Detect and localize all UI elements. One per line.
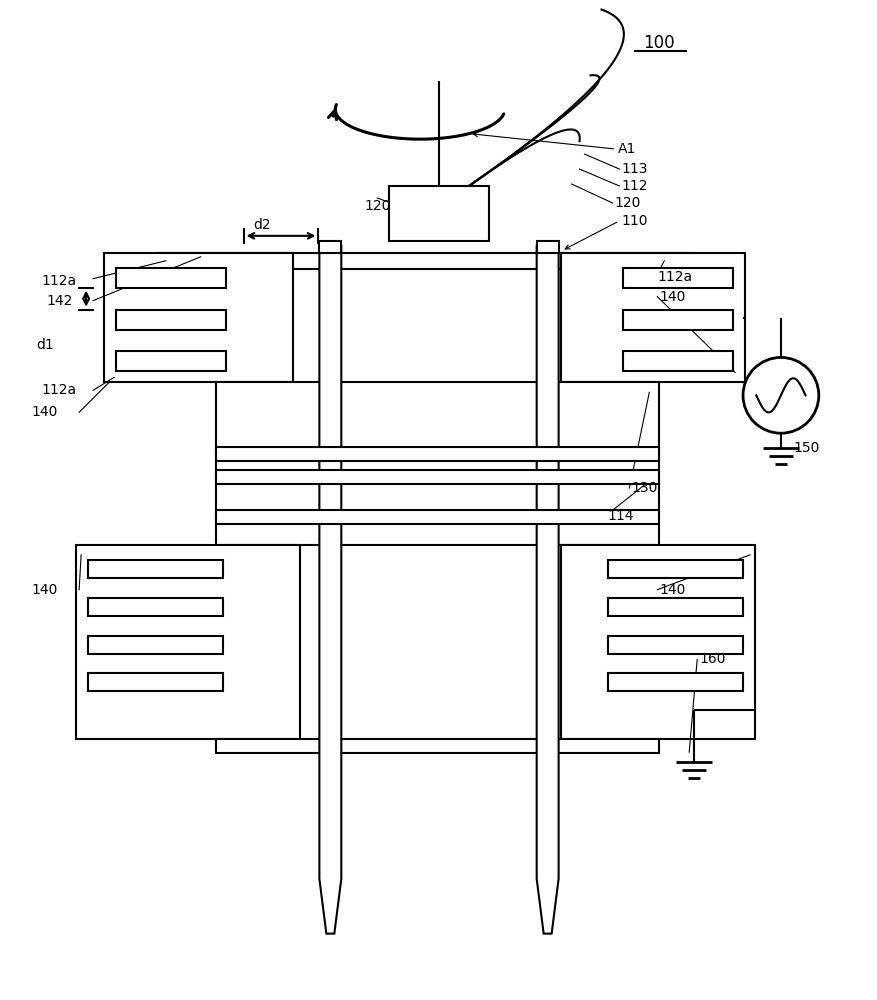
Bar <box>319 241 341 253</box>
Bar <box>389 186 488 241</box>
Bar <box>116 268 225 288</box>
Bar <box>537 241 559 253</box>
Bar <box>609 598 743 616</box>
Bar <box>624 268 733 288</box>
Text: A1: A1 <box>617 142 636 156</box>
Bar <box>104 253 294 382</box>
Text: 160: 160 <box>699 652 725 666</box>
Polygon shape <box>537 246 559 934</box>
Polygon shape <box>319 246 341 934</box>
Bar <box>216 739 660 753</box>
Bar <box>624 310 733 330</box>
Bar <box>560 545 755 739</box>
Bar <box>116 351 225 371</box>
Text: 112a: 112a <box>41 274 76 288</box>
Bar <box>609 636 743 654</box>
Text: d1: d1 <box>36 338 54 352</box>
Bar <box>560 253 745 382</box>
Text: 112a: 112a <box>657 270 693 284</box>
Bar <box>216 510 660 524</box>
Text: 140: 140 <box>660 583 686 597</box>
Text: 120: 120 <box>615 196 641 210</box>
Text: 112a: 112a <box>41 383 76 397</box>
Text: 142: 142 <box>46 294 73 308</box>
Bar <box>156 253 695 269</box>
Text: 150: 150 <box>794 441 820 455</box>
Bar <box>216 382 660 545</box>
Bar <box>116 310 225 330</box>
Text: d2: d2 <box>253 218 271 232</box>
Text: 110: 110 <box>622 214 648 228</box>
Bar <box>609 673 743 691</box>
Text: 140: 140 <box>32 405 58 419</box>
Text: 112: 112 <box>622 179 648 193</box>
Text: 140: 140 <box>660 290 686 304</box>
Bar <box>88 636 223 654</box>
Bar <box>88 560 223 578</box>
Text: 113: 113 <box>622 162 648 176</box>
Text: 130: 130 <box>631 481 658 495</box>
Text: 140: 140 <box>32 583 58 597</box>
Text: 120: 120 <box>364 199 390 213</box>
Bar <box>609 560 743 578</box>
Text: 100: 100 <box>644 34 675 52</box>
Bar <box>76 545 301 739</box>
Bar <box>88 598 223 616</box>
Bar <box>216 470 660 484</box>
Text: 114: 114 <box>608 509 634 523</box>
Bar <box>216 447 660 461</box>
Bar <box>88 673 223 691</box>
Bar <box>624 351 733 371</box>
